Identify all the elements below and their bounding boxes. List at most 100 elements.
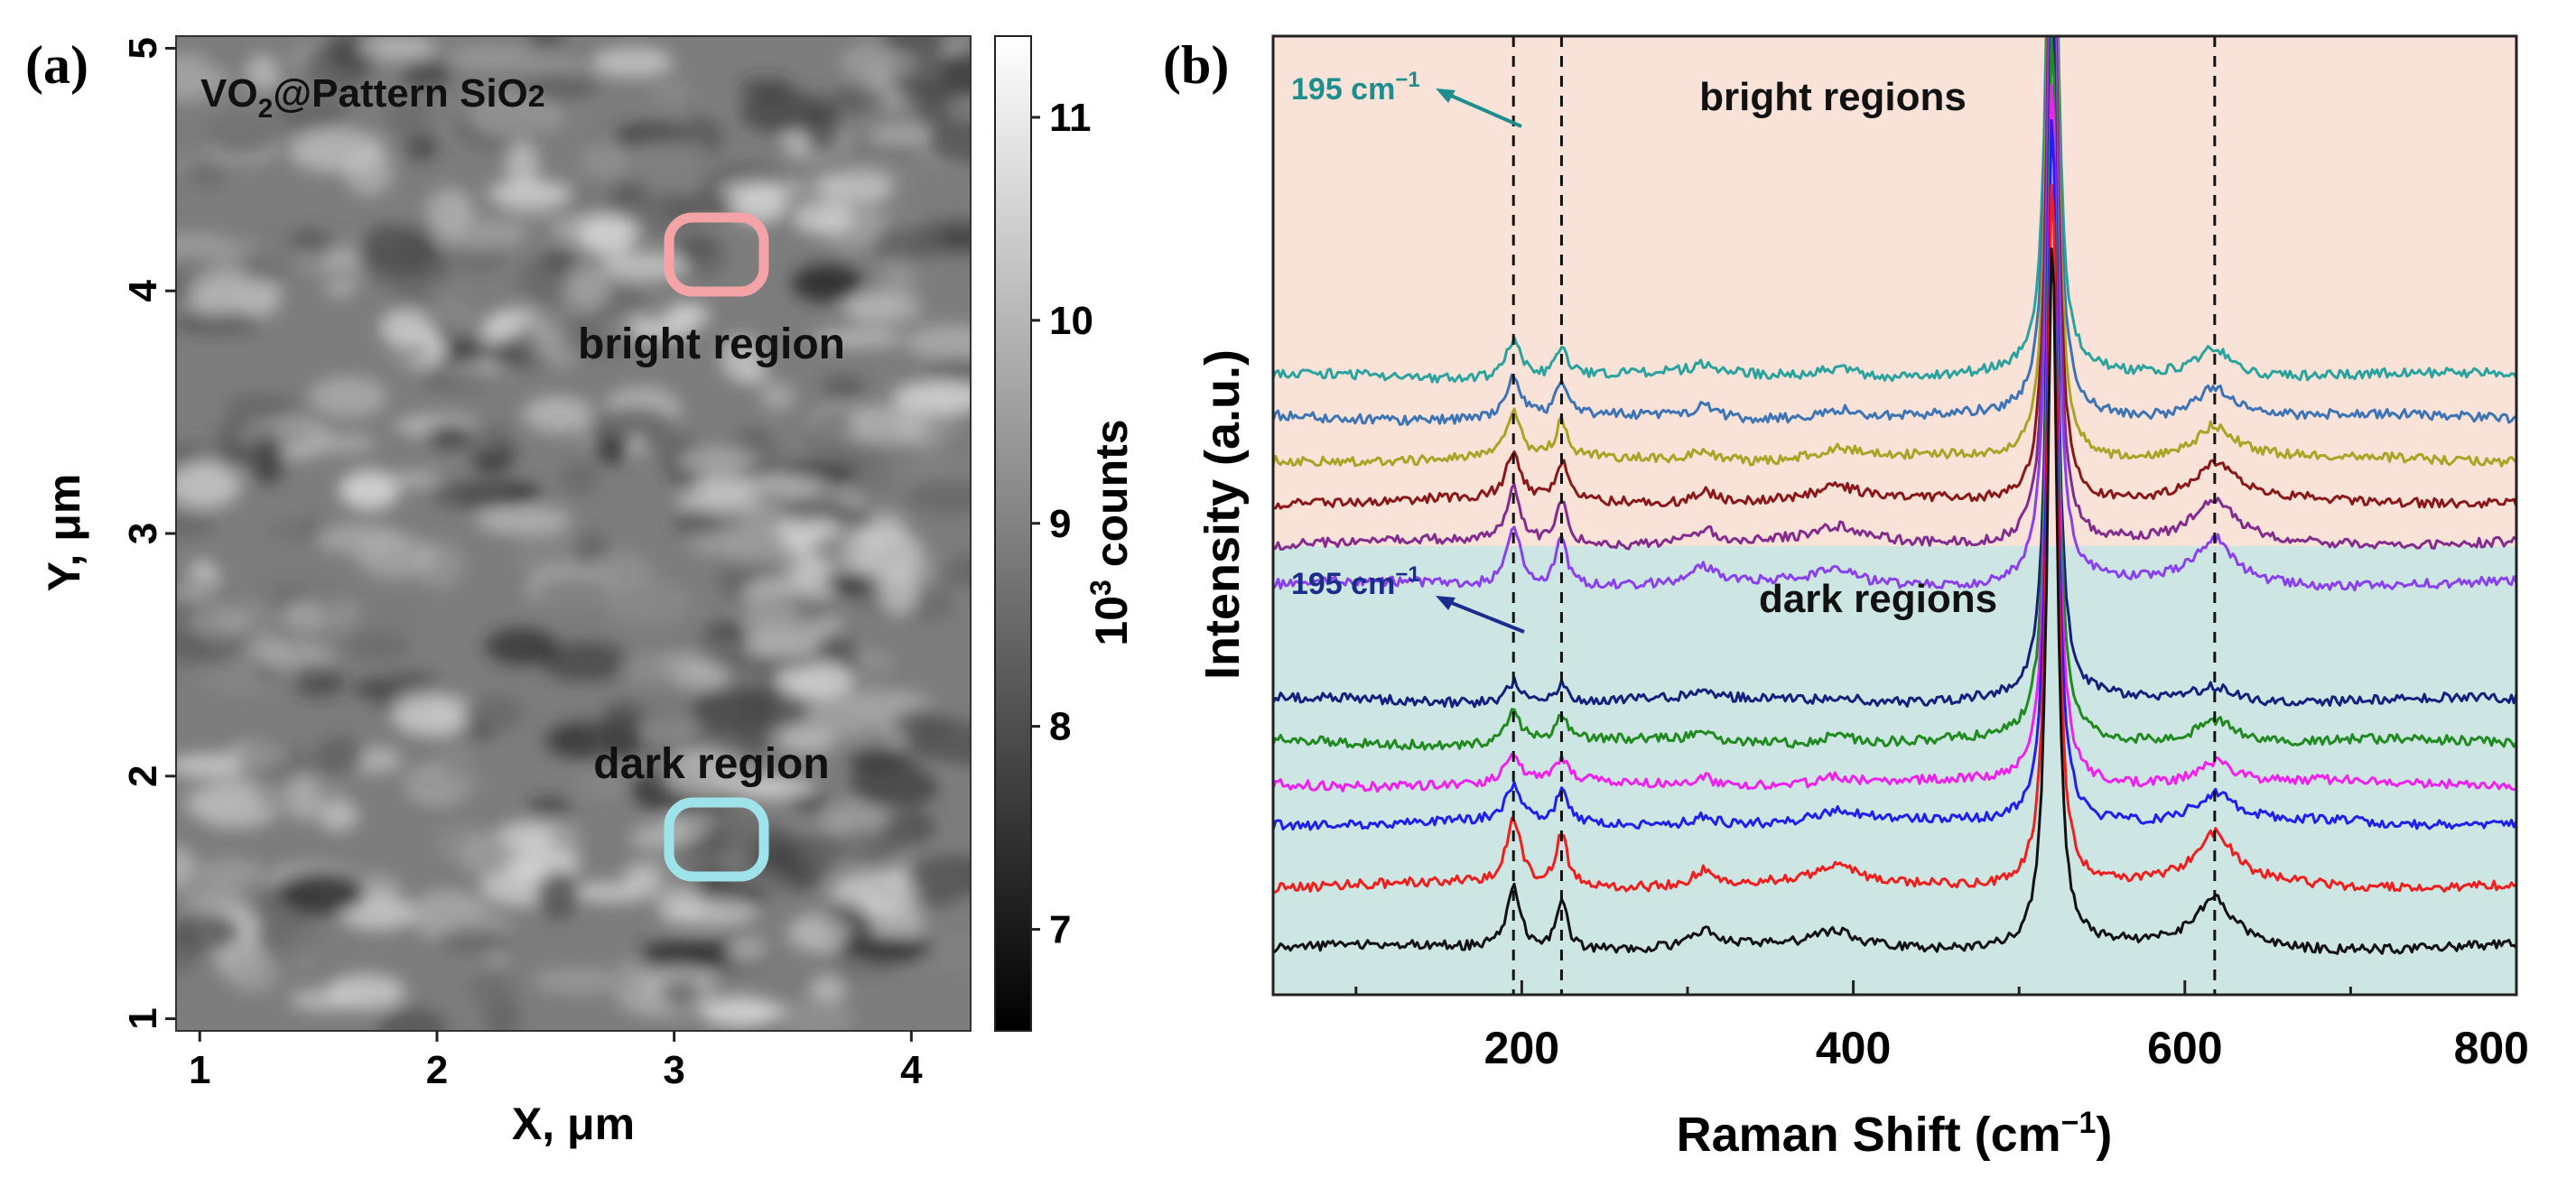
heatmap-texture (176, 36, 971, 1031)
bright-peak-label: 195 cm−1 (1291, 68, 1420, 107)
map-x-tick-label: 3 (663, 1048, 684, 1092)
heatmap-cell (485, 627, 558, 665)
heatmap-cell (351, 678, 392, 699)
heatmap-cell (385, 94, 430, 136)
heatmap-cell (844, 457, 891, 496)
raman-x-tick-label: 400 (1816, 1023, 1891, 1073)
heatmap-cell (393, 469, 441, 489)
raman-x-axis: 200 400 600 800 (1354, 980, 2529, 1073)
heatmap-cell (532, 967, 626, 995)
heatmap-cell (658, 193, 735, 218)
heatmap-cell (181, 885, 247, 916)
heatmap-cell (830, 85, 884, 114)
raman-x-label: Raman Shift (cm−1) (1677, 1106, 2113, 1162)
heatmap-cell (286, 773, 321, 821)
heatmap-cell (760, 383, 795, 411)
heatmap-cell (879, 564, 919, 616)
heatmap-cell (348, 598, 425, 633)
colorbar-tick-label: 10 (1049, 299, 1093, 343)
heatmap-cell (729, 936, 767, 962)
heatmap-cell (225, 515, 307, 554)
dark-peak-arrow (1442, 598, 1525, 634)
heatmap-cell (534, 576, 610, 609)
heatmap-cell (344, 150, 394, 197)
spectrum-line (1273, 183, 2516, 895)
plot-frame (1271, 34, 2518, 997)
colorbar-tick-label: 7 (1049, 908, 1071, 952)
map-x-tick-label: 1 (189, 1048, 210, 1092)
heatmap-cell (627, 140, 710, 171)
heatmap-cell (718, 812, 790, 853)
heatmap-cell (458, 830, 515, 877)
heatmap-cell (182, 272, 243, 318)
heatmap-cell (176, 464, 241, 508)
heatmap-cell (879, 36, 951, 55)
heatmap-cell (702, 1000, 788, 1023)
heatmap-cell (871, 226, 944, 262)
raman-x-tick-label: 200 (1484, 1023, 1559, 1073)
colorbar-ticks: 7 8 9 10 11 (1031, 96, 1093, 952)
raman-x-tick-label: 600 (2147, 1023, 2222, 1073)
heatmap-cell (225, 949, 281, 995)
heatmap-cell (739, 77, 795, 100)
bright-regions-background (1273, 36, 2516, 546)
heatmap-cell (693, 476, 759, 497)
heatmap-cell (882, 810, 935, 844)
heatmap-cell (361, 242, 451, 289)
heatmap-cell (807, 694, 882, 739)
heatmap-cell (307, 432, 377, 454)
heatmap-cell (339, 469, 400, 511)
map-y-tick-label: 3 (121, 523, 165, 544)
heatmap-cell (436, 928, 517, 957)
heatmap-cell (880, 255, 916, 303)
heatmap-cell (917, 261, 955, 299)
map-title: VO2@Pattern SiO2 (200, 71, 545, 124)
spectrum-line (1273, 36, 2516, 709)
heatmap-cell (691, 686, 779, 735)
heatmap-cell (583, 551, 654, 591)
heatmap-cell (804, 111, 842, 153)
heatmap-cell (850, 759, 940, 810)
heatmap-cell (906, 478, 971, 515)
heatmap-cell (822, 375, 866, 401)
heatmap-cell (686, 532, 749, 555)
spectrum-line (1273, 36, 2516, 384)
heatmap-cell (777, 728, 836, 754)
heatmap-cell (727, 777, 816, 797)
heatmap-cell (674, 447, 757, 476)
bright-region-marker (664, 212, 769, 297)
dark-peak-arrowhead (1436, 596, 1455, 610)
map-x-tick-label: 2 (426, 1048, 448, 1092)
heatmap-cell (234, 423, 316, 446)
heatmap-cell (810, 975, 846, 1003)
raman-x-tick-label: 800 (2454, 1023, 2529, 1073)
spectrum-line (1273, 36, 2516, 468)
heatmap-cell (674, 233, 716, 261)
heatmap-cell (244, 223, 283, 244)
reference-lines (1511, 36, 2217, 995)
heatmap-cell (676, 490, 762, 513)
heatmap-cell (321, 737, 367, 772)
spectrum-line (1273, 36, 2516, 510)
heatmap-cell (842, 404, 927, 446)
heatmap-cell (471, 403, 516, 453)
heatmap-cell (317, 800, 359, 832)
map-y-tick-label: 4 (121, 279, 165, 301)
map-y-label: Y, μm (39, 474, 89, 592)
heatmap-cell (251, 434, 285, 485)
heatmap-cell (463, 695, 523, 730)
heatmap-cell (193, 858, 266, 887)
bright-peak-arrowhead (1436, 88, 1455, 103)
heatmap-cell (744, 474, 831, 495)
heatmap-cell (560, 313, 637, 357)
heatmap-cell (274, 96, 349, 132)
heatmap-cell (782, 997, 854, 1031)
heatmap-cell (185, 606, 248, 639)
colorbar-tick-label: 9 (1049, 502, 1071, 546)
map-y-axis: 1 2 3 4 5 (121, 37, 176, 1030)
heatmap-cell (664, 897, 758, 926)
heatmap-cell (924, 357, 971, 381)
heatmap-cell (429, 481, 511, 509)
spectrum-line (1273, 36, 2516, 751)
